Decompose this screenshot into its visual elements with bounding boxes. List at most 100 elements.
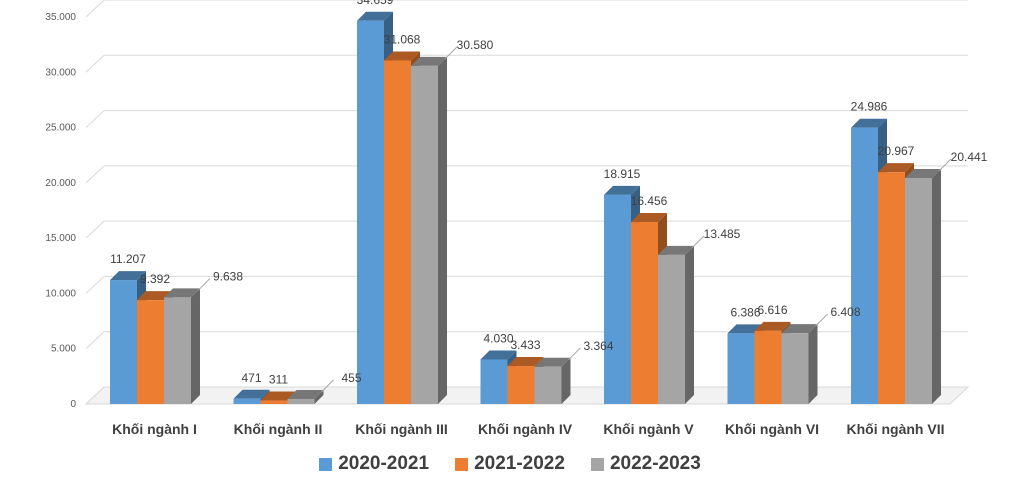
bar-top: [480, 350, 517, 360]
x-axis: Khối ngành I Khối ngành II Khối ngành III K…: [112, 421, 944, 437]
bar-front: [851, 127, 878, 404]
bar-top: [534, 357, 571, 367]
leader-line: [938, 158, 952, 172]
y-tick-label: 30.000: [45, 67, 76, 78]
bars: [110, 11, 941, 405]
legend-swatch: [455, 457, 469, 471]
legend-item-2020-2021: 2020-2021: [319, 453, 429, 475]
data-label: 6.408: [830, 305, 860, 319]
bar-top: [233, 389, 270, 399]
legend-label: 2020-2021: [338, 453, 430, 474]
data-label: 9.392: [140, 272, 170, 286]
bar-front: [878, 172, 905, 404]
bar-side: [561, 357, 571, 404]
data-label: 13.485: [704, 227, 741, 241]
legend: 2020-2021 2021-2022 2022-2023: [0, 450, 1020, 478]
leader-line: [568, 347, 581, 361]
bar-top: [411, 56, 447, 66]
bar-front: [110, 280, 137, 404]
bar-front: [781, 333, 809, 404]
x-tick-label: Khối ngành II: [234, 421, 323, 437]
bar-2022-2023-3: [411, 56, 447, 405]
y-tick-label: 15.000: [45, 233, 76, 244]
data-label: 455: [341, 371, 361, 385]
bar-front: [137, 300, 164, 404]
y-tick-label: 25.000: [45, 123, 76, 134]
bar-front: [384, 60, 411, 404]
y-tick-label: 35.000: [45, 12, 76, 23]
leader-line: [444, 46, 458, 60]
gridline-diagonal: [85, 110, 105, 128]
legend-swatch: [590, 457, 604, 471]
data-label: 3.364: [583, 339, 613, 353]
bar-top: [164, 288, 200, 298]
bar-front: [604, 194, 631, 404]
leader-line: [815, 313, 828, 327]
x-tick-label: Khối ngành IV: [478, 421, 573, 437]
bar-side: [808, 324, 818, 404]
data-label: 20.441: [951, 150, 988, 164]
bar-top: [851, 118, 887, 128]
data-label: 24.986: [851, 100, 888, 114]
data-label: 30.580: [457, 38, 494, 52]
bar-top: [781, 324, 818, 334]
data-label: 20.967: [878, 144, 915, 158]
bar-front: [357, 20, 384, 405]
x-tick-label: Khối ngành I: [112, 421, 197, 437]
bar-front: [727, 333, 755, 404]
data-label: 6.616: [757, 303, 787, 317]
data-label: 3.433: [510, 338, 540, 352]
y-tick-label: 0: [70, 399, 76, 410]
y-tick-label: 20.000: [45, 178, 76, 189]
x-tick-label: Khối ngành V: [603, 421, 694, 437]
bar-front: [905, 177, 932, 404]
bar-top: [507, 357, 544, 367]
gridline-diagonal: [85, 165, 105, 184]
bar-top: [357, 11, 393, 21]
y-tick-label: 5.000: [51, 344, 76, 355]
legend-label: 2021-2022: [474, 453, 565, 474]
bar-2022-2023-5: [658, 245, 694, 404]
bar-side: [438, 56, 447, 405]
y-tick-label: 10.000: [45, 288, 76, 299]
bar-front: [631, 222, 658, 404]
bar-side: [932, 168, 941, 404]
bar-front: [534, 366, 562, 404]
legend-label: 2022-2023: [609, 453, 701, 474]
data-label: 9.638: [213, 269, 243, 283]
y-axis: 0 5.000 10.000 15.000 20.000 25.000 30.000 35.0…: [45, 12, 76, 410]
legend-item-2022-2023: 2022-2023: [590, 453, 701, 475]
bar-2022-2023-2: [287, 389, 324, 404]
bar-front: [164, 297, 191, 404]
leader-line: [197, 278, 211, 291]
bar-side: [191, 288, 200, 404]
data-label: 6.386: [730, 305, 760, 319]
data-label: 16.456: [631, 194, 668, 208]
bar-top: [905, 168, 941, 178]
gridline-diagonal: [85, 220, 105, 239]
bar-front: [260, 400, 288, 404]
bar-top: [260, 391, 297, 401]
bar-2022-2023-1: [164, 288, 200, 404]
bar-front: [507, 366, 535, 404]
gridline-diagonal: [85, 0, 105, 18]
gridline-diagonal: [85, 331, 105, 350]
data-labels: 11.207 9.392 9.638 471 311 455 34.659 31.068 30.…: [110, 0, 988, 393]
x-tick-label: Khối ngành III: [355, 421, 448, 437]
data-label: 471: [241, 371, 261, 385]
bar-2022-2023-7: [905, 168, 941, 404]
bar-top: [658, 245, 694, 255]
bar-2022-2023-6: [781, 324, 818, 404]
bar-top: [631, 213, 667, 223]
bar-front: [658, 254, 685, 404]
bar-top: [287, 389, 324, 399]
bar-top: [110, 271, 146, 281]
data-label: 311: [269, 373, 288, 387]
bar-front: [233, 398, 261, 404]
bar-front: [480, 359, 508, 404]
data-label: 31.068: [384, 32, 421, 46]
gridline-diagonal: [85, 276, 105, 294]
x-tick-label: Khối ngành VI: [725, 421, 819, 437]
bar-front: [411, 65, 438, 405]
